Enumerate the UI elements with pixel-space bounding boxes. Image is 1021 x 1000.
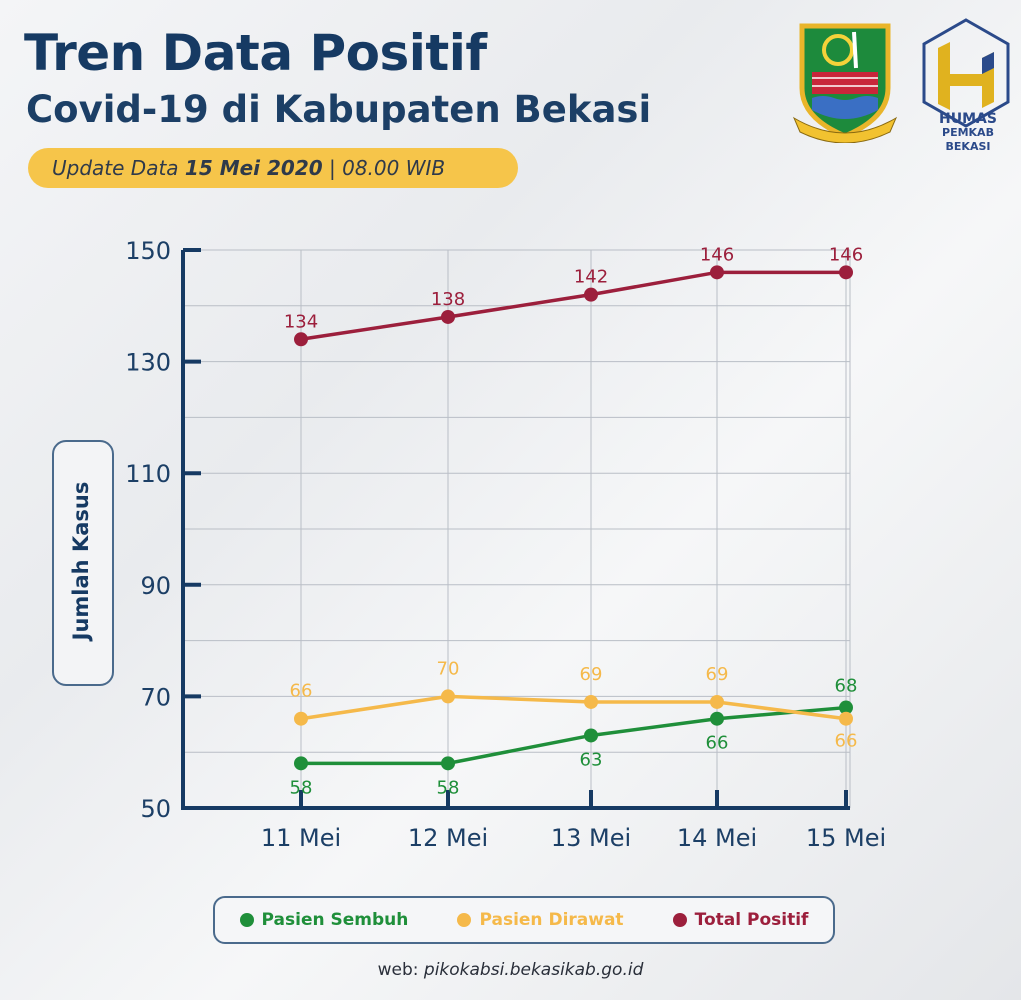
x-tick-label: 14 Mei	[677, 824, 757, 852]
y-axis-label-box	[52, 440, 114, 686]
data-point	[294, 756, 308, 771]
data-point	[441, 309, 455, 324]
data-point	[710, 711, 724, 726]
footer-web-url[interactable]: pikokabsi.bekasikab.go.id	[423, 960, 644, 980]
x-tick-label: 15 Mei	[806, 824, 886, 852]
data-point	[584, 694, 598, 709]
data-label: 138	[431, 289, 465, 310]
update-suffix: | 08.00 WIB	[322, 156, 446, 180]
y-tick-label: 130	[125, 349, 171, 377]
legend-dot-sembuh	[239, 913, 254, 927]
x-tick-label: 12 Mei	[408, 824, 488, 852]
data-label: 66	[290, 681, 313, 702]
legend-item-sembuh: Pasien Sembuh	[239, 910, 409, 930]
bekasi-crest-logo	[792, 23, 898, 143]
humas-line1: HUMAS	[939, 111, 997, 127]
page-title: Tren Data Positif	[24, 24, 487, 82]
data-point	[839, 700, 853, 715]
data-point	[294, 332, 308, 347]
legend-item-dirawat: Pasien Dirawat	[457, 910, 624, 930]
update-badge: Update Data 15 Mei 2020 | 08.00 WIB	[28, 148, 518, 188]
data-point	[710, 694, 724, 709]
y-tick-label: 50	[140, 795, 171, 823]
update-date: 15 Mei 2020	[184, 156, 323, 180]
update-prefix: Update Data	[52, 156, 185, 180]
chart-grid	[183, 249, 851, 809]
legend-dot-total	[672, 913, 687, 927]
humas-line2: PEMKAB BEKASI	[942, 126, 994, 153]
chart-axes	[181, 248, 850, 810]
legend-item-total: Total Positif	[672, 910, 809, 930]
legend-label-sembuh: Pasien Sembuh	[261, 910, 409, 930]
x-tick-label: 11 Mei	[261, 824, 341, 852]
data-point	[584, 287, 598, 302]
page-subtitle: Covid-19 di Kabupaten Bekasi	[26, 88, 652, 131]
series-line-0	[301, 705, 847, 766]
data-label: 146	[829, 244, 863, 265]
data-point	[441, 689, 455, 704]
data-label: 69	[706, 664, 729, 685]
humas-logo	[922, 18, 1010, 128]
data-label: 63	[580, 749, 603, 770]
legend-label-total: Total Positif	[694, 910, 809, 930]
chart-labels: 50 70 90 110 130 150 11 Mei 12 Mei 13 Mei 14 Mei 1…	[125, 237, 886, 852]
data-label: 146	[700, 244, 734, 265]
data-label: 142	[574, 267, 608, 288]
data-point	[584, 728, 598, 743]
data-label: 66	[706, 733, 729, 754]
data-label: 58	[290, 777, 313, 798]
data-point	[294, 711, 308, 726]
data-label: 69	[580, 664, 603, 685]
legend-label-dirawat: Pasien Dirawat	[479, 910, 624, 930]
data-label: 58	[437, 777, 460, 798]
data-label: 66	[835, 731, 858, 752]
humas-logo-text: HUMAS PEMKAB BEKASI	[920, 112, 1016, 154]
chart-series	[294, 265, 853, 771]
data-point	[839, 711, 853, 726]
legend-dot-dirawat	[457, 913, 472, 927]
y-tick-label: 90	[140, 572, 171, 600]
x-tick-label: 13 Mei	[551, 824, 631, 852]
data-point	[710, 265, 724, 280]
footer-web-label: web:	[377, 960, 424, 980]
y-tick-label: 110	[125, 460, 171, 488]
y-tick-label: 70	[140, 683, 171, 711]
data-label: 68	[835, 676, 858, 697]
footer-web: web: pikokabsi.bekasikab.go.id	[0, 960, 1021, 980]
data-label: 134	[284, 311, 318, 332]
y-tick-label: 150	[125, 237, 171, 265]
data-point	[839, 265, 853, 280]
chart-legend: Pasien Sembuh Pasien Dirawat Total Posit…	[213, 896, 835, 944]
data-label: 70	[437, 658, 460, 679]
data-point	[441, 756, 455, 771]
